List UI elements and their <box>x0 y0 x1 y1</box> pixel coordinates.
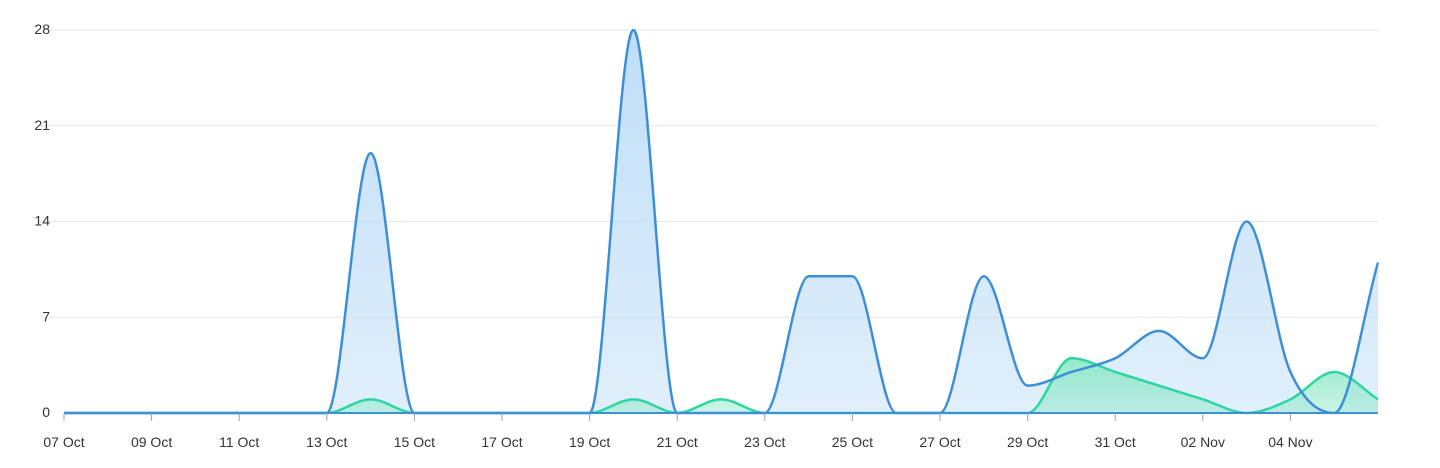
x-tick-label: 27 Oct <box>919 434 960 450</box>
x-tick-label: 29 Oct <box>1007 434 1048 450</box>
x-tick-label: 17 Oct <box>481 434 522 450</box>
x-tick-label: 21 Oct <box>657 434 698 450</box>
x-tick-label: 09 Oct <box>131 434 172 450</box>
y-tick-label: 28 <box>34 21 50 37</box>
x-tick-label: 31 Oct <box>1095 434 1136 450</box>
series-area-1 <box>64 30 1378 413</box>
x-tick-label: 19 Oct <box>569 434 610 450</box>
grid-lines <box>40 29 1378 318</box>
y-tick-label: 21 <box>34 117 50 133</box>
series-area-2 <box>64 358 1378 413</box>
series-areas <box>64 30 1378 413</box>
x-tick-label: 13 Oct <box>306 434 347 450</box>
x-tick-label: 15 Oct <box>394 434 435 450</box>
x-tick-label: 07 Oct <box>43 434 84 450</box>
y-axis-ticks: 0 7 14 21 28 <box>34 21 50 420</box>
y-tick-label: 7 <box>42 308 50 324</box>
x-tick-label: 25 Oct <box>832 434 873 450</box>
y-tick-label: 0 <box>42 404 50 420</box>
x-tick-label: 02 Nov <box>1181 434 1225 450</box>
y-tick-label: 14 <box>34 213 50 229</box>
x-tick-label: 04 Nov <box>1268 434 1312 450</box>
x-axis-ticks: 07 Oct 09 Oct 11 Oct 13 Oct 15 Oct 17 Oct 19 O… <box>43 413 1313 450</box>
x-tick-label: 11 Oct <box>219 434 259 450</box>
x-tick-label: 23 Oct <box>744 434 785 450</box>
